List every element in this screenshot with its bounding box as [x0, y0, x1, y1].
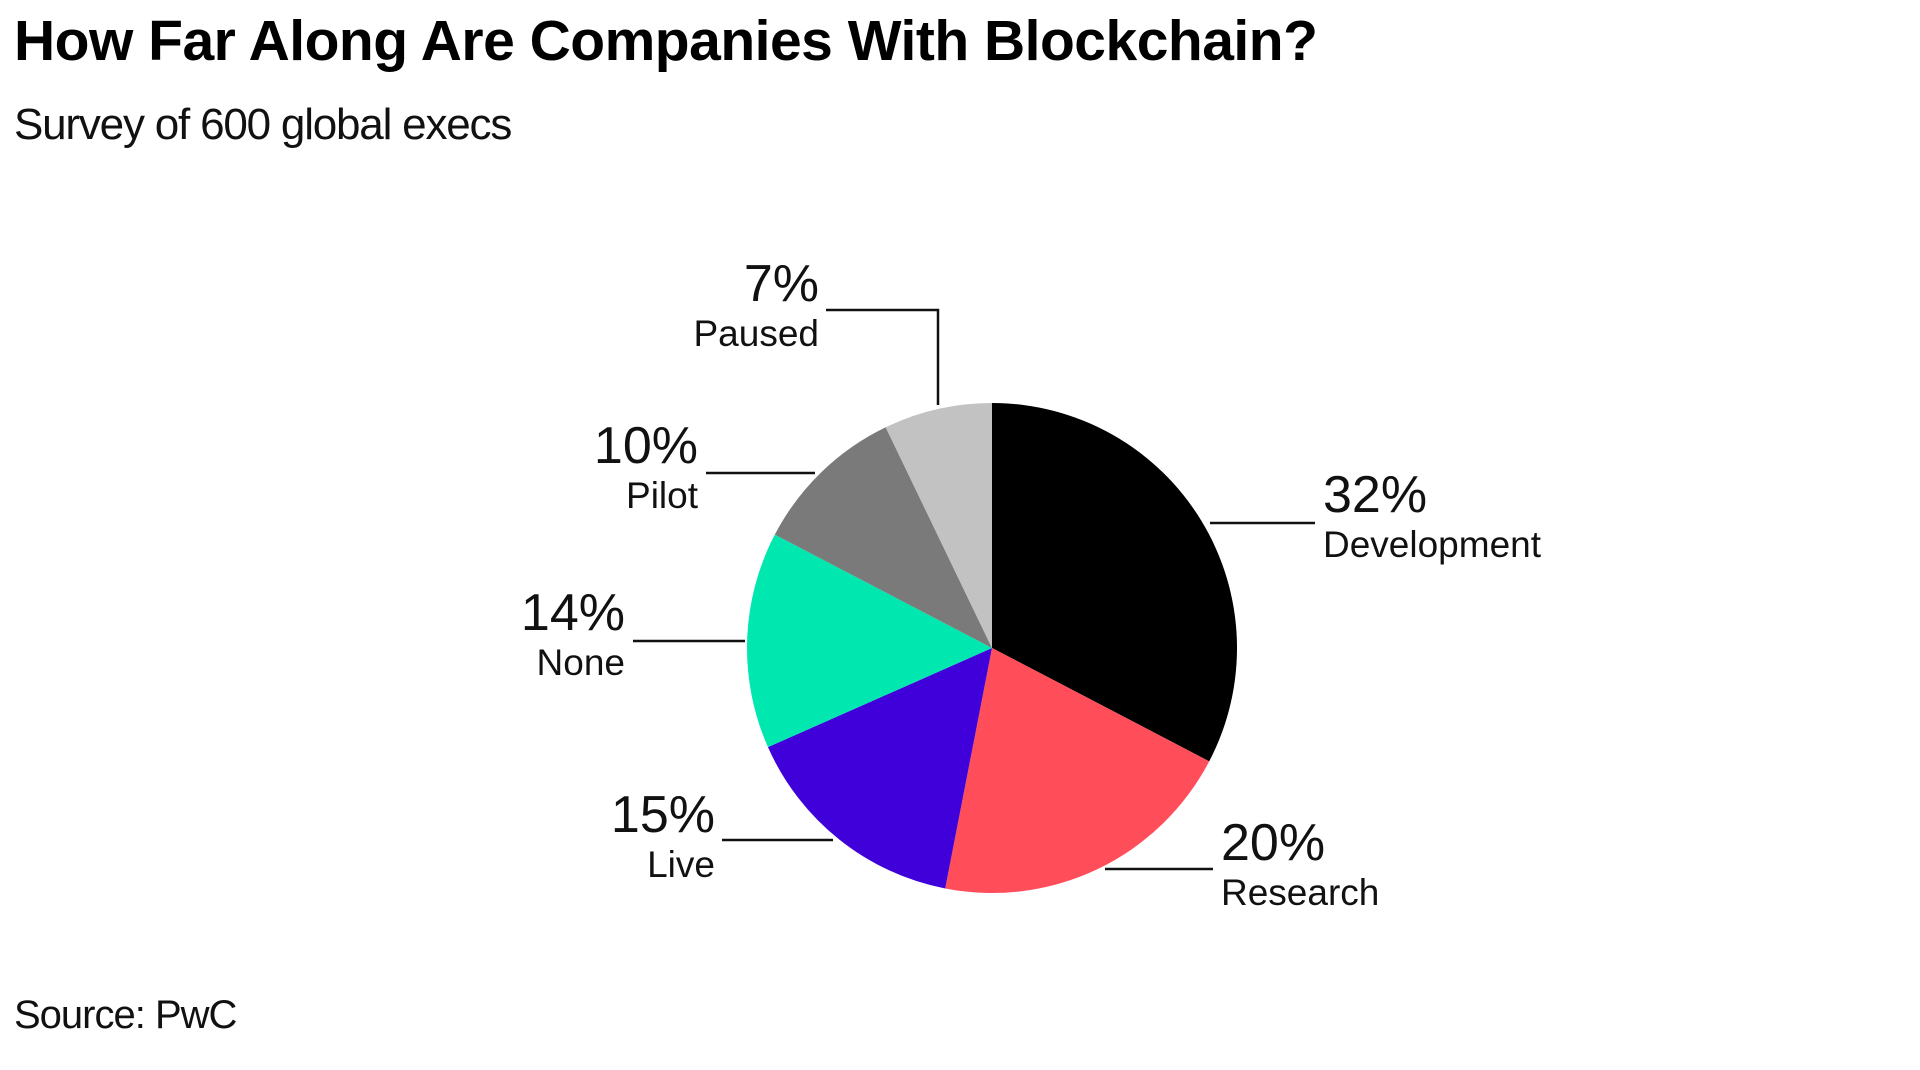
- chart-source: Source: PwC: [14, 993, 237, 1037]
- pie-slices: [747, 403, 1238, 893]
- pie-slice-research: [945, 648, 1210, 893]
- slice-labels: 32%Development 20%Research 15%Live 14%None 1…: [521, 255, 1542, 913]
- data-label-category-live: Live: [647, 844, 715, 885]
- data-label-value-research: 20%: [1221, 814, 1325, 872]
- leader-line-paused: [826, 308, 940, 405]
- label-leader-lines: [633, 308, 1315, 871]
- chart-subtitle: Survey of 600 global execs: [14, 100, 512, 149]
- data-label-category-paused: Paused: [694, 313, 820, 354]
- data-label-category-research: Research: [1221, 872, 1379, 913]
- pie-slice-pilot: [774, 427, 992, 648]
- data-label-value-paused: 7%: [744, 255, 819, 313]
- data-label-value-live: 15%: [611, 786, 715, 844]
- data-label-value-none: 14%: [521, 584, 625, 642]
- pie-slice-live: [767, 648, 992, 889]
- pie-slice-development: [992, 403, 1238, 762]
- data-label-value-pilot: 10%: [594, 417, 698, 475]
- data-label-category-none: None: [537, 642, 625, 683]
- data-label-value-development: 32%: [1323, 466, 1427, 524]
- data-label-category-pilot: Pilot: [626, 475, 699, 516]
- pie-slice-paused: [885, 403, 992, 648]
- chart-title: How Far Along Are Companies With Blockch…: [14, 9, 1318, 73]
- data-label-category-development: Development: [1323, 524, 1542, 565]
- pie-slice-none: [747, 534, 992, 748]
